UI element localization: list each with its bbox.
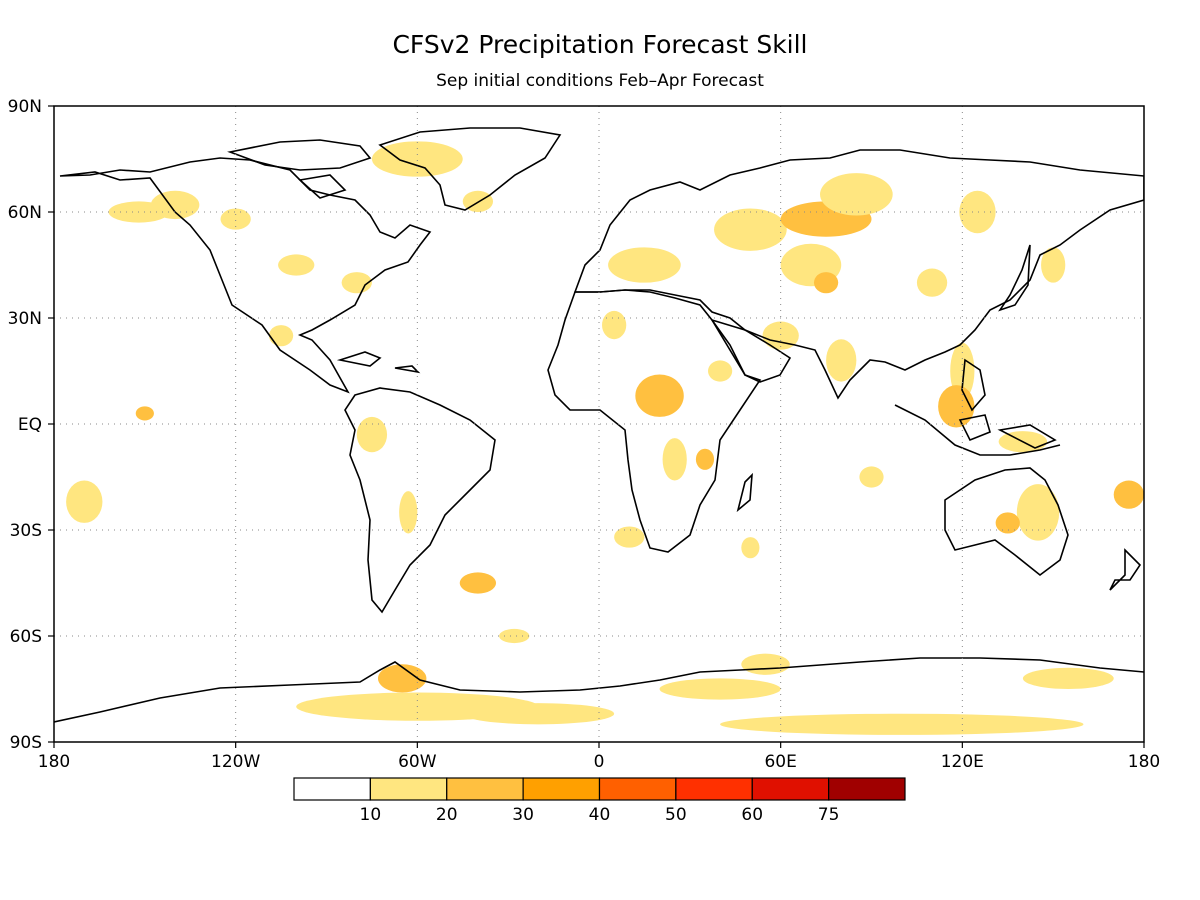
skill-patch xyxy=(708,360,733,382)
lat-tick-label: 60N xyxy=(8,203,42,223)
colorbar-swatch xyxy=(522,777,601,801)
longitude-axis: 180 120W 60W 0 60E 120E 180 xyxy=(38,742,1160,772)
skill-patch xyxy=(1041,247,1066,283)
skill-patch xyxy=(268,325,294,347)
skill-patch xyxy=(813,272,839,294)
skill-patch xyxy=(662,438,687,481)
coastline-caribbean xyxy=(336,351,421,374)
skill-patch xyxy=(741,537,760,559)
coastline-australia xyxy=(944,467,1069,577)
colorbar-tick-label: 10 xyxy=(360,805,382,825)
skill-patch xyxy=(714,208,787,251)
skill-patch xyxy=(659,678,781,700)
colorbar-swatch xyxy=(828,777,906,801)
skill-patch xyxy=(695,448,715,470)
skill-patch xyxy=(741,653,790,675)
lat-tick-label: 90N xyxy=(8,97,42,117)
coastline-arctic-islands xyxy=(227,139,372,199)
coastline-greenland xyxy=(378,127,562,211)
lon-tick-label: 60E xyxy=(764,752,796,772)
skill-patch xyxy=(608,247,681,283)
skill-patch xyxy=(278,254,315,276)
skill-patch xyxy=(950,342,975,400)
skill-patch xyxy=(826,339,857,382)
skill-patch xyxy=(959,190,996,234)
skill-patch xyxy=(1113,480,1144,509)
coastline-south-america xyxy=(344,387,496,614)
colorbar-tick-label: 60 xyxy=(741,805,763,825)
lon-tick-label: 60W xyxy=(398,752,437,772)
skill-patch xyxy=(499,628,530,644)
colorbar-swatch xyxy=(751,777,830,801)
coastline-layer xyxy=(54,127,1144,723)
colorbar-swatch xyxy=(675,777,753,801)
lon-tick-label: 120E xyxy=(941,752,984,772)
skill-patch xyxy=(459,572,497,594)
colorbar-swatch xyxy=(293,777,371,801)
chart-title: CFSv2 Precipitation Forecast Skill xyxy=(392,30,807,59)
skill-patch xyxy=(377,664,427,693)
skill-patch xyxy=(995,512,1020,534)
latitude-axis: 90N 60N 30N EQ 30S 60S 90S xyxy=(8,97,54,753)
lat-tick-label: EQ xyxy=(18,415,42,435)
skill-patch xyxy=(602,310,627,340)
colorbar-tick-label: 20 xyxy=(436,805,458,825)
lat-tick-label: 30N xyxy=(8,309,42,329)
colorbar-swatch xyxy=(446,777,524,801)
skill-patch xyxy=(614,526,645,548)
coastline-africa xyxy=(547,289,762,553)
lon-tick-label: 180 xyxy=(38,752,70,772)
skill-patch xyxy=(820,173,893,216)
chart-subtitle: Sep initial conditions Feb–Apr Forecast xyxy=(436,71,764,91)
skill-patch xyxy=(220,208,251,230)
graticule-layer xyxy=(54,106,1144,742)
colorbar-tick-label: 40 xyxy=(589,805,611,825)
lat-tick-label: 30S xyxy=(10,521,42,541)
lon-tick-label: 0 xyxy=(594,752,605,772)
coastline-indonesia xyxy=(894,358,1061,456)
skill-patch xyxy=(135,406,154,421)
skill-patch xyxy=(938,385,975,428)
colorbar-tick-label: 30 xyxy=(512,805,534,825)
colorbar-swatch xyxy=(598,777,677,801)
lat-tick-label: 60S xyxy=(10,627,42,647)
skill-patch xyxy=(356,416,388,453)
lat-tick-label: 90S xyxy=(10,733,42,753)
skill-patch xyxy=(762,321,799,350)
skill-patch xyxy=(635,374,684,417)
skill-patch xyxy=(462,703,615,725)
coastline-new-zealand xyxy=(1109,548,1142,591)
colorbar-swatch xyxy=(369,777,448,801)
skill-patch xyxy=(720,713,1084,735)
skill-patch xyxy=(399,491,418,534)
skill-patch xyxy=(1016,484,1060,541)
skill-patch xyxy=(916,268,948,297)
colorbar-legend: 10 20 30 40 50 60 75 xyxy=(293,777,906,825)
colorbar-tick-label: 75 xyxy=(818,805,840,825)
map-panel xyxy=(53,105,1145,743)
coastline-arabia xyxy=(710,318,792,383)
skill-patch xyxy=(1022,667,1114,690)
lon-tick-label: 180 xyxy=(1128,752,1160,772)
coastline-japan xyxy=(998,244,1031,312)
coastline-antarctica xyxy=(54,657,1144,723)
skill-patch xyxy=(66,480,103,523)
colorbar-tick-label: 50 xyxy=(665,805,687,825)
lon-tick-label: 120W xyxy=(211,752,260,772)
coastline-madagascar xyxy=(736,472,753,513)
skill-patch xyxy=(371,141,463,177)
skill-patch xyxy=(859,466,884,488)
